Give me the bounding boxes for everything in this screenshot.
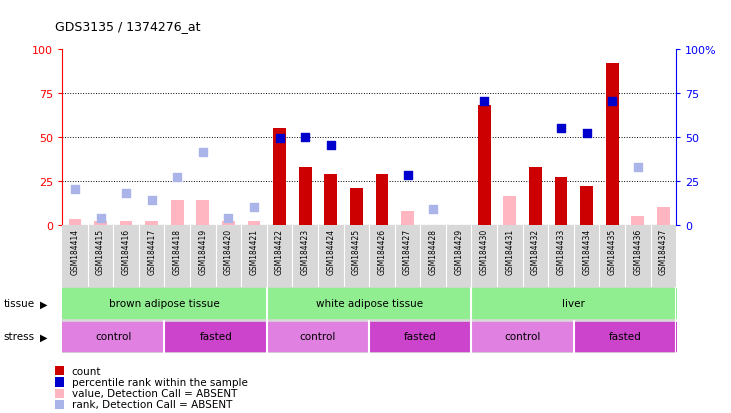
Point	[197, 150, 209, 157]
Text: GSM184437: GSM184437	[659, 228, 668, 274]
Text: percentile rank within the sample: percentile rank within the sample	[72, 377, 248, 387]
Text: GSM184426: GSM184426	[377, 228, 387, 274]
Text: GSM184435: GSM184435	[607, 228, 617, 274]
Bar	[299, 167, 311, 225]
Point	[222, 215, 234, 221]
Point	[427, 206, 439, 213]
Text: GSM184420: GSM184420	[224, 228, 233, 274]
Text: GSM184416: GSM184416	[121, 228, 131, 274]
Bar	[248, 221, 260, 225]
Text: tissue: tissue	[4, 299, 35, 309]
Bar	[580, 187, 593, 225]
Text: GSM184423: GSM184423	[300, 228, 310, 274]
Text: fasted: fasted	[609, 332, 641, 342]
Point	[556, 125, 567, 132]
Bar	[504, 197, 516, 225]
Text: GSM184421: GSM184421	[249, 228, 259, 274]
Bar	[478, 106, 491, 225]
Text: GSM184414: GSM184414	[70, 228, 80, 274]
Bar	[120, 221, 132, 225]
Text: GSM184431: GSM184431	[505, 228, 515, 274]
Text: GSM184418: GSM184418	[173, 228, 182, 274]
Point	[402, 173, 414, 179]
Text: GSM184430: GSM184430	[480, 228, 489, 274]
Text: GSM184427: GSM184427	[403, 228, 412, 274]
Bar	[376, 174, 388, 225]
Text: GDS3135 / 1374276_at: GDS3135 / 1374276_at	[55, 20, 200, 33]
Text: count: count	[72, 366, 101, 376]
Bar	[657, 207, 670, 225]
Text: value, Detection Call = ABSENT: value, Detection Call = ABSENT	[72, 388, 237, 398]
Text: GSM184425: GSM184425	[352, 228, 361, 274]
Text: ▶: ▶	[40, 299, 48, 309]
Text: white adipose tissue: white adipose tissue	[316, 299, 423, 309]
Point	[325, 143, 336, 150]
Bar	[171, 201, 183, 225]
Point	[300, 134, 311, 141]
Bar	[273, 128, 286, 225]
Bar	[197, 201, 209, 225]
Text: GSM184432: GSM184432	[531, 228, 540, 274]
Point	[581, 131, 593, 137]
Point	[145, 197, 158, 204]
Text: control: control	[300, 332, 336, 342]
Text: GSM184433: GSM184433	[556, 228, 566, 274]
Text: GSM184417: GSM184417	[147, 228, 156, 274]
Bar	[69, 220, 81, 225]
Bar	[555, 178, 567, 225]
Text: liver: liver	[562, 299, 586, 309]
Text: rank, Detection Call = ABSENT: rank, Detection Call = ABSENT	[72, 399, 232, 409]
Bar	[606, 64, 618, 225]
Point	[69, 187, 81, 193]
Text: brown adipose tissue: brown adipose tissue	[109, 299, 220, 309]
Text: GSM184436: GSM184436	[633, 228, 643, 274]
Point	[95, 215, 107, 221]
Point	[273, 136, 285, 142]
Text: GSM184419: GSM184419	[198, 228, 208, 274]
Text: GSM184422: GSM184422	[275, 228, 284, 274]
Point	[606, 99, 618, 106]
Point	[478, 99, 490, 106]
Bar	[632, 216, 644, 225]
Text: ▶: ▶	[40, 332, 48, 342]
Text: GSM184428: GSM184428	[428, 228, 438, 274]
Text: GSM184415: GSM184415	[96, 228, 105, 274]
Text: control: control	[95, 332, 132, 342]
Bar	[529, 167, 542, 225]
Point	[249, 204, 260, 211]
Bar	[94, 221, 107, 225]
Text: fasted: fasted	[404, 332, 436, 342]
Bar	[145, 221, 158, 225]
Text: stress: stress	[4, 332, 35, 342]
Bar	[325, 174, 337, 225]
Point	[120, 190, 132, 197]
Text: GSM184424: GSM184424	[326, 228, 336, 274]
Bar	[350, 188, 363, 225]
Text: control: control	[504, 332, 541, 342]
Text: GSM184434: GSM184434	[582, 228, 591, 274]
Bar	[401, 211, 414, 225]
Point	[171, 174, 183, 181]
Point	[632, 164, 644, 171]
Text: fasted: fasted	[200, 332, 232, 342]
Bar	[222, 221, 235, 225]
Text: GSM184429: GSM184429	[454, 228, 463, 274]
